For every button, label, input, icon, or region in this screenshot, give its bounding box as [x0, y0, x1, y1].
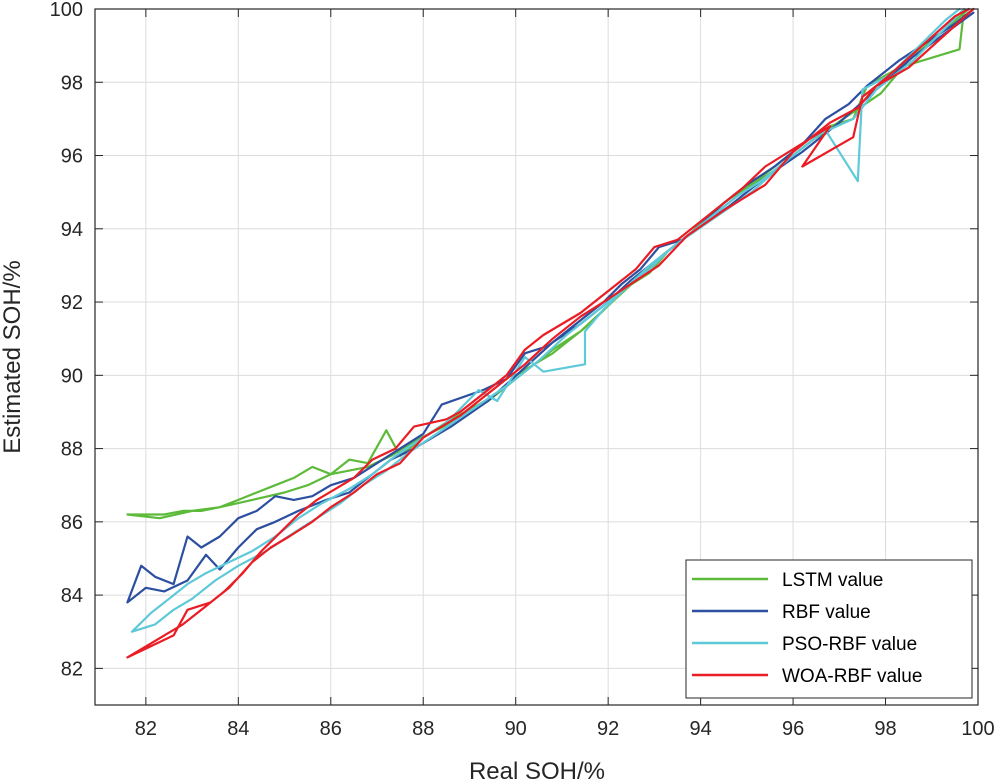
- y-tick-label: 92: [61, 292, 83, 314]
- x-tick-label: 94: [689, 718, 711, 740]
- x-tick-label: 86: [320, 718, 342, 740]
- x-tick-label: 84: [227, 718, 249, 740]
- y-tick-label: 88: [61, 439, 83, 461]
- legend-entries: LSTM value RBF value PSO-RBF value WOA-RBF …: [692, 570, 922, 687]
- x-tick-label: 90: [505, 718, 527, 740]
- series-line-pso-rbf-value: [130, 7, 966, 633]
- legend-label-rbf-value: RBF value: [782, 602, 871, 623]
- y-tick-label: 82: [61, 658, 83, 680]
- legend-label-pso-rbf-value: PSO-RBF value: [782, 634, 917, 655]
- series-layer: [126, 7, 975, 659]
- x-tick-label: 100: [961, 718, 994, 740]
- x-axis-label: Real SOH/%: [469, 758, 605, 784]
- x-tick-label: 98: [874, 718, 896, 740]
- axes-frame: [94, 8, 979, 706]
- legend-label-lstm-value: LSTM value: [782, 570, 883, 591]
- x-tick-label: 92: [597, 718, 619, 740]
- y-tick-label: 98: [61, 72, 83, 94]
- y-tick-labels: 82 84 86 88 90 92 94 96 98 100: [50, 0, 83, 680]
- series-line-woa-rbf-value: [126, 7, 975, 659]
- x-tick-label: 82: [135, 718, 157, 740]
- y-tick-label: 96: [61, 146, 83, 168]
- x-tick-labels: 82 84 86 88 90 92 94 96 98 100: [135, 718, 995, 740]
- x-tick-label: 88: [412, 718, 434, 740]
- legend: LSTM value RBF value PSO-RBF value WOA-RBF …: [685, 559, 973, 699]
- series-line-rbf-value: [126, 7, 975, 604]
- y-tick-label: 94: [61, 219, 83, 241]
- legend-label-woa-rbf-value: WOA-RBF value: [782, 666, 922, 687]
- x-tick-label: 96: [782, 718, 804, 740]
- tick-marks: [95, 8, 979, 705]
- y-tick-label: 86: [61, 512, 83, 534]
- y-tick-label: 90: [61, 365, 83, 387]
- y-axis-label: Estimated SOH/%: [0, 260, 26, 453]
- y-tick-label: 100: [50, 0, 83, 21]
- y-tick-label: 84: [61, 585, 83, 607]
